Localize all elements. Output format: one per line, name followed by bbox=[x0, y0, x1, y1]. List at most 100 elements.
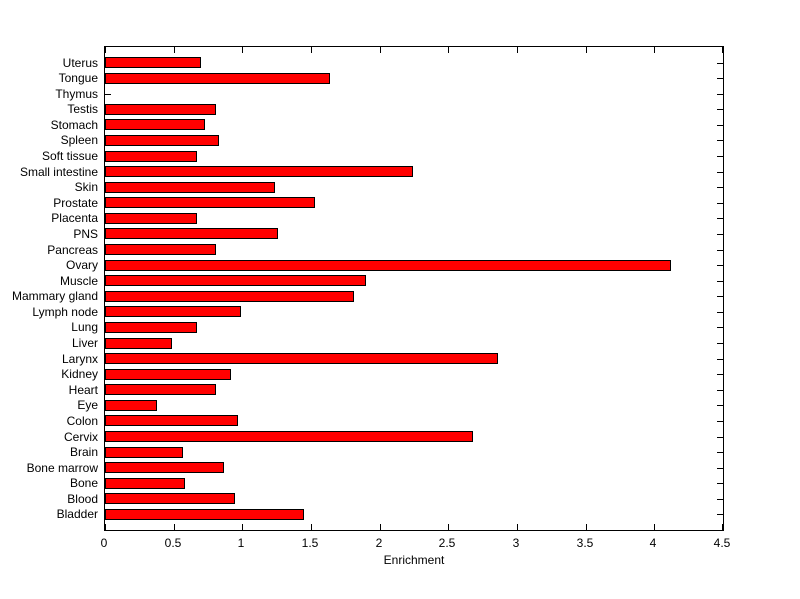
y-tick-label-tongue: Tongue bbox=[58, 71, 98, 85]
y-tick-label-colon: Colon bbox=[66, 414, 98, 428]
y-tick bbox=[717, 234, 723, 235]
bar-spleen bbox=[105, 135, 219, 146]
x-tick-label: 2.5 bbox=[438, 536, 456, 550]
y-tick bbox=[717, 281, 723, 282]
x-tick bbox=[174, 47, 175, 53]
bar-colon bbox=[105, 415, 238, 426]
bar-brain bbox=[105, 447, 183, 458]
y-tick bbox=[717, 218, 723, 219]
x-tick bbox=[586, 47, 587, 53]
y-tick bbox=[717, 250, 723, 251]
y-tick bbox=[717, 437, 723, 438]
x-tick bbox=[380, 47, 381, 53]
y-tick bbox=[717, 312, 723, 313]
y-tick bbox=[717, 374, 723, 375]
y-tick bbox=[717, 421, 723, 422]
y-tick bbox=[717, 203, 723, 204]
x-tick bbox=[448, 47, 449, 53]
y-tick bbox=[717, 483, 723, 484]
y-tick-label-ovary: Ovary bbox=[65, 258, 98, 272]
bar-heart bbox=[105, 384, 216, 395]
y-tick-label-bone: Bone bbox=[69, 476, 98, 490]
y-tick-label-brain: Brain bbox=[69, 445, 98, 459]
x-tick-label: 3.5 bbox=[576, 536, 594, 550]
bar-testis bbox=[105, 104, 216, 115]
x-tick bbox=[242, 47, 243, 53]
bar-lymph-node bbox=[105, 306, 241, 317]
bar-larynx bbox=[105, 353, 498, 364]
x-tick bbox=[722, 47, 723, 53]
y-tick bbox=[717, 187, 723, 188]
y-tick bbox=[717, 265, 723, 266]
y-tick bbox=[717, 140, 723, 141]
x-tick bbox=[311, 524, 312, 530]
y-tick bbox=[717, 109, 723, 110]
y-tick bbox=[105, 94, 111, 95]
bar-small-intestine bbox=[105, 166, 413, 177]
y-tick-label-larynx: Larynx bbox=[61, 352, 98, 366]
x-tick bbox=[242, 524, 243, 530]
x-tick-label: 0.5 bbox=[164, 536, 182, 550]
y-tick-label-uterus: Uterus bbox=[62, 56, 98, 70]
bar-kidney bbox=[105, 369, 231, 380]
x-tick bbox=[722, 524, 723, 530]
y-tick bbox=[717, 296, 723, 297]
x-tick bbox=[174, 524, 175, 530]
y-tick-label-bladder: Bladder bbox=[56, 507, 98, 521]
y-tick-label-bone-marrow: Bone marrow bbox=[26, 461, 98, 475]
y-tick bbox=[717, 390, 723, 391]
y-tick-label-placenta: Placenta bbox=[51, 211, 98, 225]
bar-bone-marrow bbox=[105, 462, 224, 473]
y-tick-label-cervix: Cervix bbox=[63, 430, 98, 444]
y-tick-label-pancreas: Pancreas bbox=[47, 243, 98, 257]
y-tick-label-pns: PNS bbox=[73, 227, 98, 241]
x-tick-label: 2 bbox=[375, 536, 383, 550]
bar-mammary-gland bbox=[105, 291, 354, 302]
x-tick bbox=[105, 524, 106, 530]
bar-blood bbox=[105, 493, 235, 504]
bar-cervix bbox=[105, 431, 473, 442]
y-tick-label-soft-tissue: Soft tissue bbox=[41, 149, 98, 163]
bar-pancreas bbox=[105, 244, 216, 255]
y-tick bbox=[717, 78, 723, 79]
y-tick bbox=[717, 343, 723, 344]
y-tick-label-lung: Lung bbox=[71, 320, 98, 334]
y-tick-label-blood: Blood bbox=[67, 492, 98, 506]
x-tick bbox=[654, 47, 655, 53]
x-tick bbox=[105, 47, 106, 53]
y-tick bbox=[717, 468, 723, 469]
y-tick-label-heart: Heart bbox=[68, 383, 98, 397]
y-tick-label-lymph-node: Lymph node bbox=[32, 305, 98, 319]
x-tick-label: 4.5 bbox=[713, 536, 731, 550]
bar-stomach bbox=[105, 119, 205, 130]
y-tick-label-eye: Eye bbox=[77, 398, 98, 412]
y-tick bbox=[717, 405, 723, 406]
x-tick bbox=[586, 524, 587, 530]
y-tick bbox=[717, 359, 723, 360]
bar-placenta bbox=[105, 213, 197, 224]
x-tick-label: 1.5 bbox=[301, 536, 319, 550]
bar-liver bbox=[105, 338, 172, 349]
x-tick bbox=[448, 524, 449, 530]
y-tick-label-prostate: Prostate bbox=[53, 196, 98, 210]
x-tick bbox=[517, 47, 518, 53]
bar-ovary bbox=[105, 260, 671, 271]
y-tick-label-liver: Liver bbox=[71, 336, 98, 350]
y-tick bbox=[717, 63, 723, 64]
y-tick bbox=[717, 514, 723, 515]
y-tick bbox=[717, 94, 723, 95]
y-tick-label-testis: Testis bbox=[67, 102, 98, 116]
y-tick-label-small-intestine: Small intestine bbox=[19, 165, 98, 179]
y-tick-label-kidney: Kidney bbox=[61, 367, 98, 381]
bar-eye bbox=[105, 400, 157, 411]
y-tick bbox=[717, 156, 723, 157]
bar-pns bbox=[105, 228, 278, 239]
y-tick-label-thymus: Thymus bbox=[55, 87, 98, 101]
bar-tongue bbox=[105, 73, 330, 84]
bar-soft-tissue bbox=[105, 151, 197, 162]
x-tick bbox=[380, 524, 381, 530]
x-tick bbox=[311, 47, 312, 53]
x-tick bbox=[654, 524, 655, 530]
y-tick-label-stomach: Stomach bbox=[50, 118, 98, 132]
